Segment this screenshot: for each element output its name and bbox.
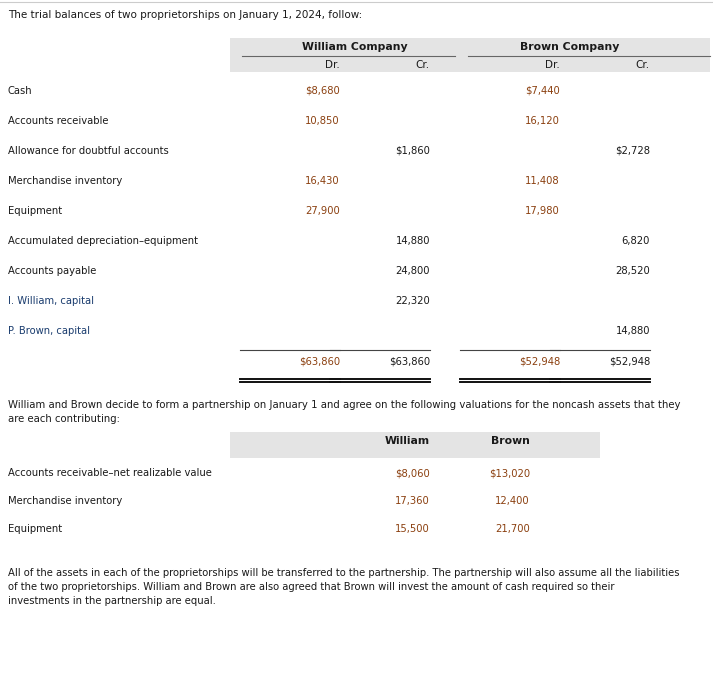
Text: Equipment: Equipment bbox=[8, 524, 62, 534]
Text: Accounts receivable–net realizable value: Accounts receivable–net realizable value bbox=[8, 469, 212, 478]
FancyBboxPatch shape bbox=[230, 38, 710, 72]
FancyBboxPatch shape bbox=[230, 432, 600, 458]
Text: $1,860: $1,860 bbox=[395, 145, 430, 156]
Text: Allowance for doubtful accounts: Allowance for doubtful accounts bbox=[8, 145, 169, 156]
Text: Cash: Cash bbox=[8, 85, 33, 96]
Text: $52,948: $52,948 bbox=[609, 357, 650, 367]
Text: Brown: Brown bbox=[491, 436, 530, 446]
Text: Cr.: Cr. bbox=[416, 60, 430, 70]
Text: $63,860: $63,860 bbox=[389, 357, 430, 367]
Text: 11,408: 11,408 bbox=[525, 176, 560, 186]
Text: The trial balances of two proprietorships on January 1, 2024, follow:: The trial balances of two proprietorship… bbox=[8, 10, 362, 20]
Text: $2,728: $2,728 bbox=[615, 145, 650, 156]
Text: Brown Company: Brown Company bbox=[520, 42, 620, 52]
Text: $8,680: $8,680 bbox=[305, 85, 340, 96]
Text: Accumulated depreciation–equipment: Accumulated depreciation–equipment bbox=[8, 236, 198, 246]
Text: $8,060: $8,060 bbox=[395, 469, 430, 478]
Text: 14,880: 14,880 bbox=[615, 326, 650, 335]
Text: All of the assets in each of the proprietorships will be transferred to the part: All of the assets in each of the proprie… bbox=[8, 568, 679, 578]
Text: are each contributing:: are each contributing: bbox=[8, 414, 120, 424]
Text: 21,700: 21,700 bbox=[496, 524, 530, 534]
Text: 14,880: 14,880 bbox=[396, 236, 430, 246]
Text: 22,320: 22,320 bbox=[395, 296, 430, 305]
Text: 15,500: 15,500 bbox=[395, 524, 430, 534]
Text: Merchandise inventory: Merchandise inventory bbox=[8, 176, 122, 186]
Text: William: William bbox=[385, 436, 430, 446]
Text: of the two proprietorships. William and Brown are also agreed that Brown will in: of the two proprietorships. William and … bbox=[8, 582, 615, 592]
Text: investments in the partnership are equal.: investments in the partnership are equal… bbox=[8, 596, 216, 606]
Text: William and Brown decide to form a partnership on January 1 and agree on the fol: William and Brown decide to form a partn… bbox=[8, 400, 680, 410]
Text: 6,820: 6,820 bbox=[622, 236, 650, 246]
Text: $52,948: $52,948 bbox=[519, 357, 560, 367]
Text: Accounts receivable: Accounts receivable bbox=[8, 115, 108, 126]
Text: William Company: William Company bbox=[302, 42, 408, 52]
Text: Dr.: Dr. bbox=[545, 60, 560, 70]
Text: 27,900: 27,900 bbox=[305, 206, 340, 216]
Text: 17,360: 17,360 bbox=[395, 497, 430, 506]
Text: 28,520: 28,520 bbox=[615, 266, 650, 276]
Text: 24,800: 24,800 bbox=[396, 266, 430, 276]
Text: Merchandise inventory: Merchandise inventory bbox=[8, 497, 122, 506]
Text: 10,850: 10,850 bbox=[305, 115, 340, 126]
Text: $13,020: $13,020 bbox=[489, 469, 530, 478]
Text: Accounts payable: Accounts payable bbox=[8, 266, 96, 276]
Text: I. William, capital: I. William, capital bbox=[8, 296, 94, 305]
Text: 12,400: 12,400 bbox=[496, 497, 530, 506]
Text: $7,440: $7,440 bbox=[525, 85, 560, 96]
Text: 16,430: 16,430 bbox=[305, 176, 340, 186]
Text: $63,860: $63,860 bbox=[299, 357, 340, 367]
Text: P. Brown, capital: P. Brown, capital bbox=[8, 326, 90, 335]
Text: Dr.: Dr. bbox=[325, 60, 340, 70]
Text: 17,980: 17,980 bbox=[525, 206, 560, 216]
Text: Equipment: Equipment bbox=[8, 206, 62, 216]
Text: Cr.: Cr. bbox=[636, 60, 650, 70]
Text: 16,120: 16,120 bbox=[525, 115, 560, 126]
